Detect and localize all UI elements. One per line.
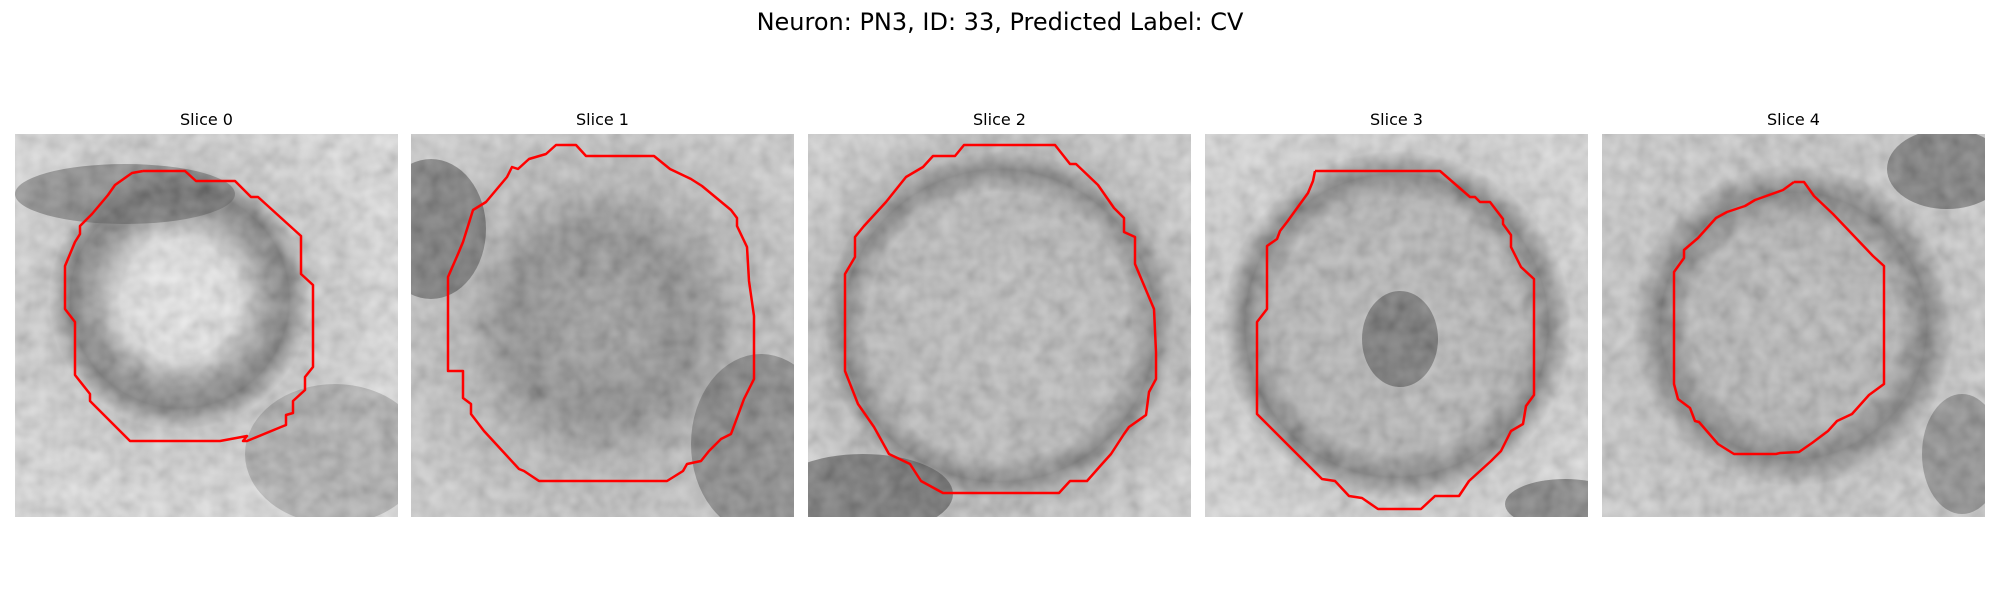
slice-title-0: Slice 0: [180, 110, 233, 129]
slice-panel-1: Slice 1: [411, 0, 794, 600]
noise-overlay-4: [1602, 134, 1985, 517]
roi-contour-0: [63, 169, 315, 443]
roi-contour-1: [446, 143, 756, 483]
slice-title-2: Slice 2: [973, 110, 1026, 129]
slice-image-1: [411, 134, 794, 517]
noise-overlay-0: [15, 134, 398, 517]
roi-contour-4: [1672, 180, 1886, 456]
noise-overlay-3: [1205, 134, 1588, 517]
noise-overlay-1: [411, 134, 794, 517]
slice-title-4: Slice 4: [1767, 110, 1820, 129]
slice-image-4: [1602, 134, 1985, 517]
slice-image-0: [15, 134, 398, 517]
roi-contour-2: [843, 143, 1158, 495]
slice-panel-4: Slice 4: [1602, 0, 1985, 600]
slice-image-2: [808, 134, 1191, 517]
noise-overlay-2: [808, 134, 1191, 517]
figure-title: Neuron: PN3, ID: 33, Predicted Label: CV: [756, 8, 1244, 36]
slice-panel-2: Slice 2: [808, 0, 1191, 600]
slice-panel-3: Slice 3: [1205, 0, 1588, 600]
slice-title-3: Slice 3: [1370, 110, 1423, 129]
slice-panel-0: Slice 0: [15, 0, 398, 600]
slice-title-1: Slice 1: [576, 110, 629, 129]
roi-contour-3: [1255, 169, 1536, 511]
slice-image-3: [1205, 134, 1588, 517]
